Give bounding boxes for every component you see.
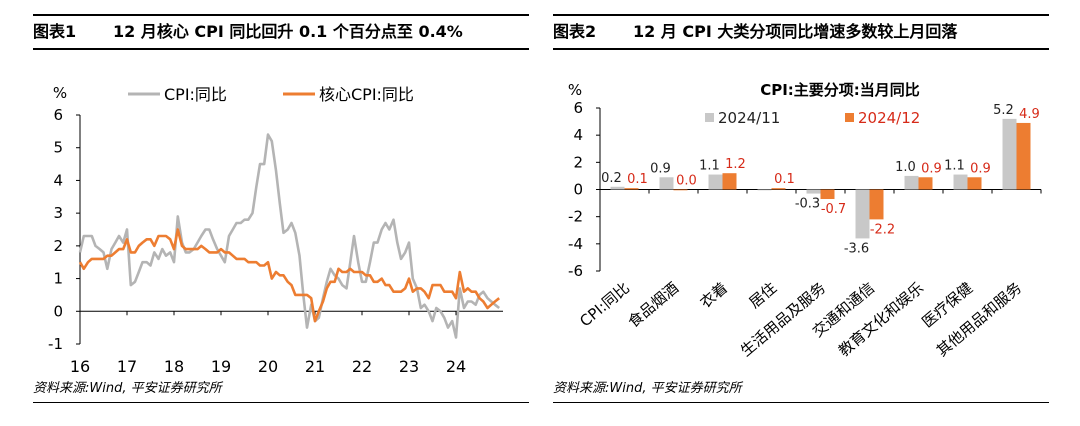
y-tick-label: -2 — [568, 208, 583, 226]
category-label: CPI:同比 — [576, 279, 633, 331]
y-tick-label: 2 — [573, 153, 583, 171]
data-label: 1.2 — [725, 157, 746, 172]
x-tick-label: 24 — [446, 357, 466, 376]
bar — [673, 189, 688, 191]
bar — [869, 189, 884, 220]
y-tick-label: 5 — [53, 139, 63, 157]
x-tick-label: 16 — [70, 357, 90, 376]
y-tick-label: -4 — [568, 235, 583, 253]
data-label: 0.1 — [627, 172, 648, 187]
cpi-yoy-line — [78, 133, 501, 339]
legend-item: 2024/11 — [705, 109, 780, 127]
y-axis-unit: % — [53, 84, 67, 102]
figure-label: 图表1 — [33, 22, 77, 41]
legend-item: 2024/12 — [845, 109, 920, 127]
figure-header: 图表1 12 月核心 CPI 同比回升 0.1 个百分点至 0.4% — [33, 14, 529, 50]
bar-chart: % CPI:主要分项:当月同比 6 4 2 0 -2 -4 -6 2024/11 2024/12 0.… — [568, 81, 1042, 360]
category-label: 生活用品及服务 — [737, 279, 829, 360]
bar — [820, 189, 835, 200]
legend-label: 核心CPI:同比 — [319, 85, 414, 104]
chart-title: CPI:主要分项:当月同比 — [760, 81, 920, 99]
data-label: -0.7 — [821, 202, 846, 217]
bar — [659, 177, 674, 190]
bar — [757, 189, 772, 191]
chart-panel-cpi-components: 图表2 12 月 CPI 大类分项同比增速多数较上月回落 % CPI:主要分项:当… — [553, 14, 1049, 406]
core-cpi-yoy-line — [78, 228, 501, 323]
x-tick-label: 18 — [164, 357, 184, 376]
data-label: -2.2 — [870, 222, 895, 237]
y-tick-label: 2 — [53, 237, 63, 255]
bar — [953, 174, 968, 190]
data-label: 0.1 — [774, 172, 795, 187]
bar — [918, 177, 933, 190]
data-label: 0.9 — [970, 161, 991, 176]
y-tick-label: 4 — [53, 171, 63, 189]
chart-panel-cpi-line: 图表1 12 月核心 CPI 同比回升 0.1 个百分点至 0.4% % 6 5 4 3… — [33, 14, 529, 406]
y-tick-label: 4 — [573, 126, 583, 144]
y-tick-label: 6 — [573, 99, 583, 117]
y-axis-unit: % — [568, 81, 582, 99]
y-tick-label: 1 — [53, 270, 63, 288]
bar — [1016, 122, 1031, 190]
data-label: 0.9 — [650, 161, 671, 176]
x-tick-label: 20 — [258, 357, 278, 376]
source-note: 资料来源:Wind, 平安证券研究所 — [553, 378, 1049, 403]
legend-label: 2024/12 — [858, 109, 920, 127]
category-label: 食品烟酒 — [625, 279, 683, 331]
bar — [806, 189, 821, 194]
data-label: 5.2 — [993, 103, 1014, 118]
bar — [624, 188, 639, 190]
legend-swatch — [705, 113, 714, 122]
figure-header: 图表2 12 月 CPI 大类分项同比增速多数较上月回落 — [553, 14, 1049, 50]
legend-item: CPI:同比 — [128, 85, 227, 104]
category-label: 衣着 — [697, 279, 732, 312]
bar — [708, 174, 723, 190]
x-tick-label: 23 — [399, 357, 419, 376]
bar — [904, 175, 919, 190]
bar — [771, 188, 786, 190]
data-label: -3.6 — [844, 241, 869, 256]
bar — [610, 186, 625, 190]
bar — [722, 173, 737, 190]
data-label: 0.9 — [921, 161, 942, 176]
x-tick-label: 22 — [352, 357, 372, 376]
y-tick-label: -1 — [48, 335, 63, 353]
x-tick-label: 19 — [211, 357, 231, 376]
y-tick-label: 3 — [53, 204, 63, 222]
data-label: 4.9 — [1019, 107, 1040, 122]
figure-title: 12 月 CPI 大类分项同比增速多数较上月回落 — [633, 22, 958, 41]
x-tick-label: 21 — [305, 357, 325, 376]
data-label: 1.0 — [895, 160, 916, 175]
legend-swatch — [845, 113, 854, 122]
category-label: 教育文化和娱乐 — [835, 279, 927, 360]
y-tick-label: 0 — [53, 302, 63, 320]
legend-label: 2024/11 — [718, 109, 780, 127]
bar — [855, 189, 870, 239]
y-tick-label: -6 — [568, 262, 583, 280]
data-label: 1.1 — [699, 159, 720, 174]
figure-title: 12 月核心 CPI 同比回升 0.1 个百分点至 0.4% — [113, 22, 463, 41]
y-tick-label: 6 — [53, 106, 63, 124]
data-label: 0.2 — [601, 171, 622, 186]
legend-label: CPI:同比 — [164, 85, 227, 104]
data-label: 1.1 — [944, 159, 965, 174]
bar — [1002, 118, 1017, 190]
x-tick-label: 17 — [117, 357, 137, 376]
y-tick-label: 0 — [573, 181, 583, 199]
source-note: 资料来源:Wind, 平安证券研究所 — [33, 378, 529, 403]
figure-label: 图表2 — [553, 22, 597, 41]
category-label: 居住 — [746, 279, 781, 312]
bar — [967, 177, 982, 190]
data-label: 0.0 — [676, 174, 697, 189]
legend-item: 核心CPI:同比 — [283, 85, 414, 104]
category-label: 其他用品和服务 — [933, 279, 1025, 360]
data-label: -0.3 — [795, 197, 820, 212]
